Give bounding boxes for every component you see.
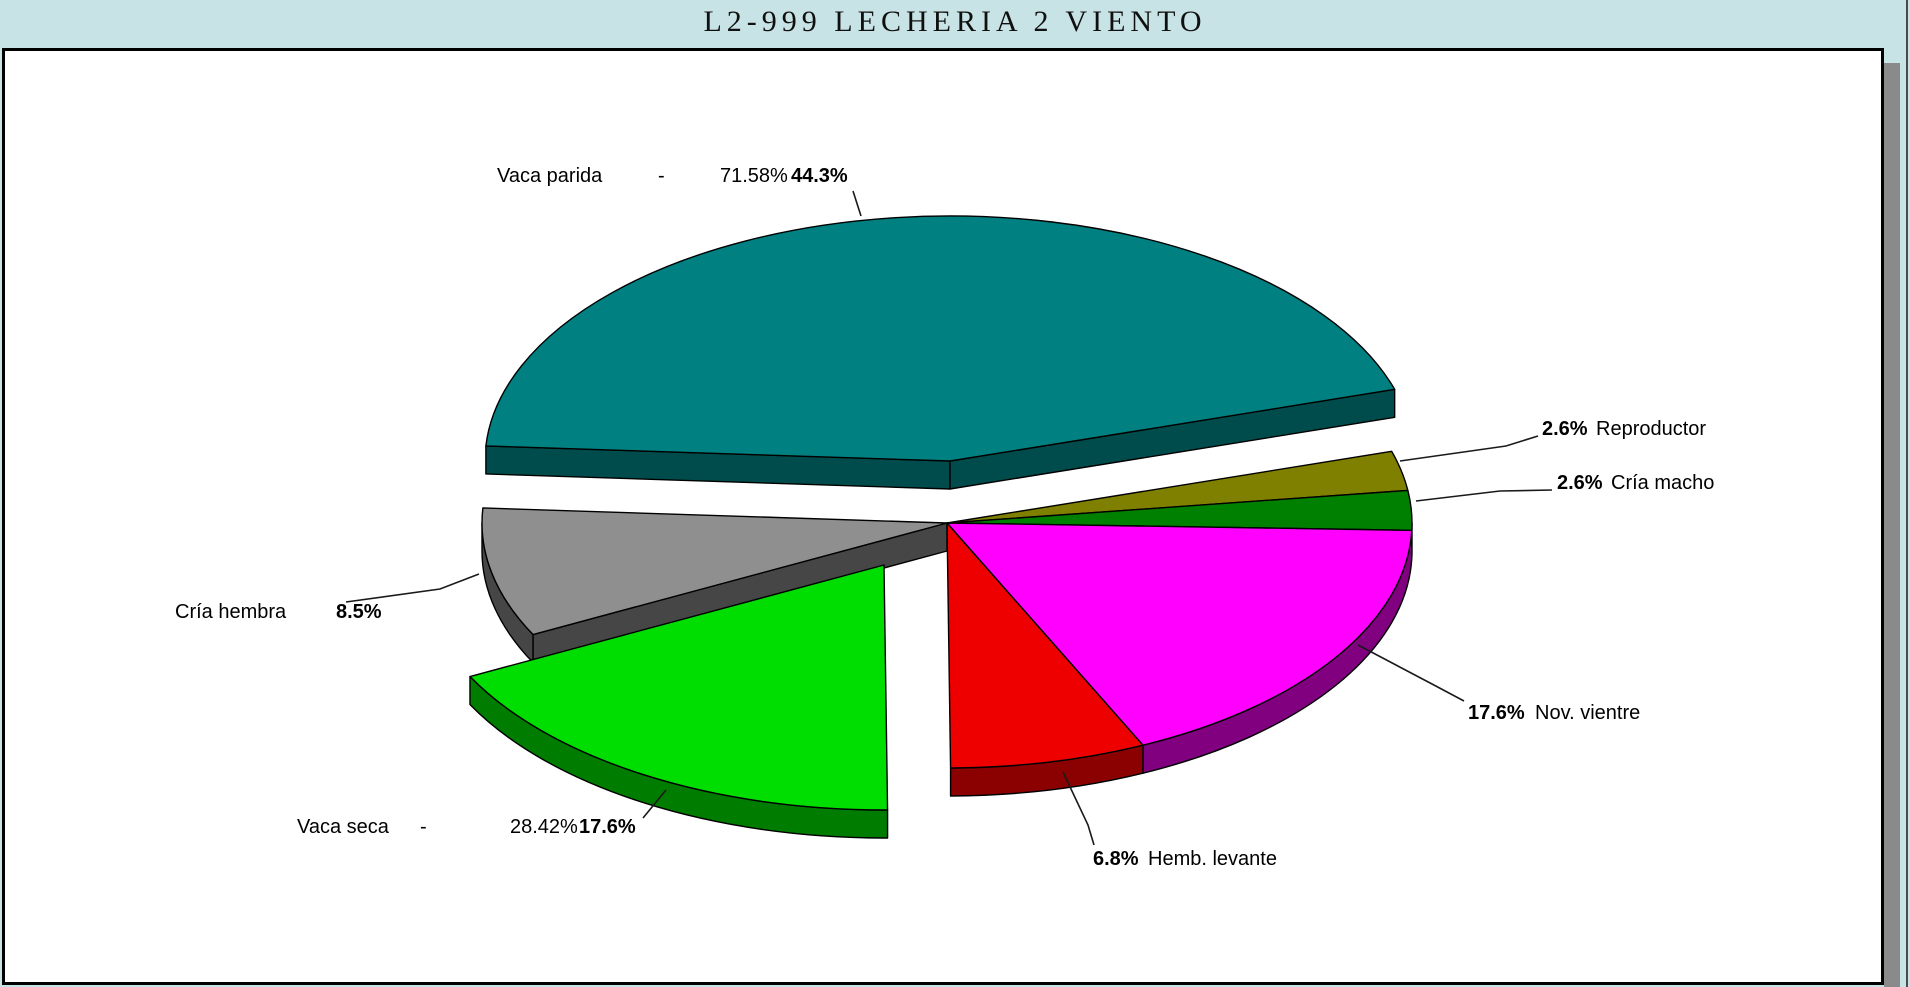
callout-hemb-levante-part1: Hemb. levante <box>1148 848 1277 870</box>
chart-title: L2-999 LECHERIA 2 VIENTO <box>703 5 1207 38</box>
leader-line-reproductor <box>1399 435 1539 462</box>
callout-cria-macho-part1: Cría macho <box>1611 472 1715 494</box>
callout-cria-hembra-part0: Cría hembra <box>175 601 287 623</box>
leader-line-cria-hembra <box>345 573 480 603</box>
callout-nov-vientre-part1: Nov. vientre <box>1535 702 1641 724</box>
callout-vaca-parida-part2: 71.58% <box>720 165 788 187</box>
leader-line-nov-vientre <box>1357 644 1465 702</box>
panel-drop-shadow <box>1884 63 1900 987</box>
callout-vaca-parida-pct: 44.3% <box>791 165 848 187</box>
callout-vaca-seca-part0: Vaca seca <box>297 816 389 838</box>
leader-line-cria-macho <box>1415 489 1553 502</box>
callout-cria-macho-pct: 2.6% <box>1557 472 1603 494</box>
leader-line-vaca-parida <box>852 190 862 217</box>
callout-vaca-seca-part2: 28.42% <box>510 816 578 838</box>
callout-reproductor-pct: 2.6% <box>1542 418 1588 440</box>
window-right-edge <box>1906 0 1908 987</box>
callout-vaca-seca-part1: - <box>420 816 427 838</box>
callout-cria-hembra-pct: 8.5% <box>336 601 382 623</box>
callout-hemb-levante-pct: 6.8% <box>1093 848 1139 870</box>
leader-line-hemb-levante <box>1062 771 1095 846</box>
callout-vaca-parida-part0: Vaca parida <box>497 165 603 187</box>
callout-vaca-parida-part1: - <box>658 165 665 187</box>
callout-nov-vientre-pct: 17.6% <box>1468 702 1525 724</box>
pie-slice-hemb-levante[interactable] <box>946 522 1144 769</box>
pie-slice-cria-hembra[interactable] <box>481 507 948 636</box>
pie-slice-nov-vientre[interactable] <box>946 522 1413 746</box>
callout-reproductor-part1: Reproductor <box>1596 418 1707 440</box>
title-bar: L2-999 LECHERIA 2 VIENTO <box>0 0 1910 48</box>
pie-slice-vaca-parida[interactable] <box>485 215 1396 462</box>
leader-line-vaca-seca <box>642 789 667 819</box>
callout-vaca-seca-pct: 17.6% <box>579 816 636 838</box>
pie-slice-vaca-seca[interactable] <box>469 564 889 811</box>
chart-panel <box>2 48 1884 985</box>
